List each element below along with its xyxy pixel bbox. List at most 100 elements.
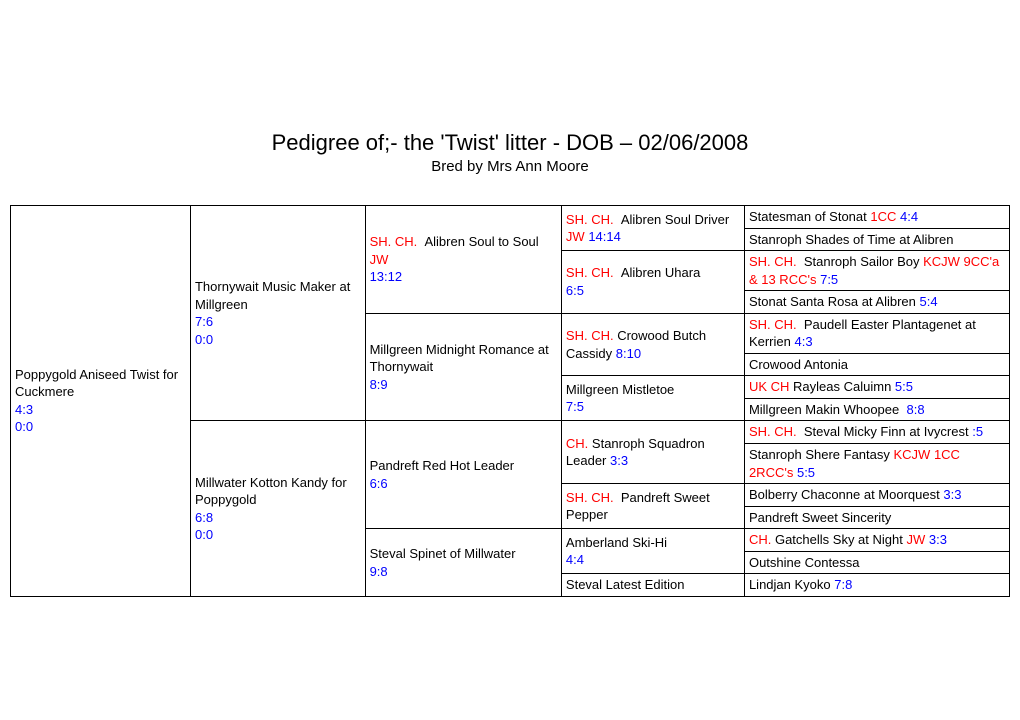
- gen5-cell: SH. CH. Paudell Easter Plantagenet at Ke…: [744, 313, 1009, 353]
- hip-score: 7:5: [820, 272, 838, 287]
- hip-score: 9:8: [370, 564, 388, 579]
- dog-name: Bolberry Chaconne at Moorquest: [749, 487, 940, 502]
- hip-score: 6:5: [566, 283, 584, 298]
- gen5-cell: Statesman of Stonat 1CC 4:4: [744, 206, 1009, 229]
- dog-name: Lindjan Kyoko: [749, 577, 831, 592]
- hip-score: 3:3: [943, 487, 961, 502]
- hip-score: 5:4: [920, 294, 938, 309]
- gen5-cell: Outshine Contessa: [744, 551, 1009, 574]
- hip-score: 0:0: [195, 332, 213, 347]
- gen5-cell: Millgreen Makin Whoopee 8:8: [744, 398, 1009, 421]
- hip-score: 13:12: [370, 269, 403, 284]
- title-suffix: 1CC: [870, 209, 896, 224]
- hip-score: 8:10: [616, 346, 641, 361]
- dog-name: Amberland Ski-Hi: [566, 535, 667, 550]
- gen3-cell: Millgreen Midnight Romance at Thornywait…: [365, 313, 561, 421]
- gen4-cell: Amberland Ski-Hi 4:4: [561, 529, 744, 574]
- dog-name: Rayleas Caluimn: [793, 379, 891, 394]
- gen3-cell: Steval Spinet of Millwater 9:8: [365, 529, 561, 597]
- title-prefix: SH. CH.: [566, 265, 614, 280]
- dog-name: Stonat Santa Rosa at Alibren: [749, 294, 916, 309]
- hip-score: 0:0: [195, 527, 213, 542]
- dog-name: Millgreen Makin Whoopee: [749, 402, 899, 417]
- gen5-cell: Bolberry Chaconne at Moorquest 3:3: [744, 484, 1009, 507]
- dog-name: Crowood Antonia: [749, 357, 848, 372]
- title-prefix: CH.: [566, 436, 588, 451]
- title-suffix: JW: [370, 252, 389, 267]
- gen5-cell: CH. Gatchells Sky at Night JW 3:3: [744, 529, 1009, 552]
- dog-name: Poppygold Aniseed Twist for Cuckmere: [15, 367, 178, 400]
- hip-score: 14:14: [588, 229, 621, 244]
- title-prefix: SH. CH.: [566, 328, 614, 343]
- dog-name: Steval Latest Edition: [566, 577, 685, 592]
- gen1-cell: Poppygold Aniseed Twist for Cuckmere 4:3…: [11, 206, 191, 597]
- page-title: Pedigree of;- the 'Twist' litter - DOB –…: [10, 130, 1010, 156]
- title-prefix: CH.: [749, 532, 771, 547]
- gen5-cell: Stanroph Shades of Time at Alibren: [744, 228, 1009, 251]
- dog-name: Gatchells Sky at Night: [775, 532, 903, 547]
- dog-name: Millwater Kotton Kandy for Poppygold: [195, 475, 347, 508]
- title-prefix: SH. CH.: [749, 317, 797, 332]
- dog-name: Steval Micky Finn at Ivycrest: [804, 424, 969, 439]
- gen5-cell: Crowood Antonia: [744, 353, 1009, 376]
- title-prefix: SH. CH.: [566, 212, 614, 227]
- table-row: Poppygold Aniseed Twist for Cuckmere 4:3…: [11, 206, 1010, 229]
- page-subtitle: Bred by Mrs Ann Moore: [10, 158, 1010, 175]
- hip-score: 4:3: [15, 402, 33, 417]
- hip-score: 4:4: [566, 552, 584, 567]
- hip-score: 4:3: [795, 334, 813, 349]
- hip-score: 4:4: [900, 209, 918, 224]
- gen4-cell: Steval Latest Edition: [561, 574, 744, 597]
- title-suffix: JW: [906, 532, 925, 547]
- hip-score: 5:5: [797, 465, 815, 480]
- pedigree-document: Pedigree of;- the 'Twist' litter - DOB –…: [0, 0, 1020, 617]
- gen4-cell: Millgreen Mistletoe 7:5: [561, 376, 744, 421]
- title-prefix: SH. CH.: [749, 254, 797, 269]
- hip-score: 8:9: [370, 377, 388, 392]
- gen3-cell: SH. CH. Alibren Soul to Soul JW 13:12: [365, 206, 561, 314]
- title-prefix: SH. CH.: [566, 490, 614, 505]
- gen5-cell: SH. CH. Steval Micky Finn at Ivycrest :5: [744, 421, 1009, 444]
- gen5-cell: Stonat Santa Rosa at Alibren 5:4: [744, 291, 1009, 314]
- hip-score: 5:5: [895, 379, 913, 394]
- gen4-cell: SH. CH. Alibren Uhara 6:5: [561, 251, 744, 314]
- title-prefix: UK CH: [749, 379, 789, 394]
- gen4-cell: SH. CH. Crowood Butch Cassidy 8:10: [561, 313, 744, 376]
- dog-name: Millgreen Midnight Romance at Thornywait: [370, 342, 549, 375]
- hip-score: 6:8: [195, 510, 213, 525]
- title-prefix: SH. CH.: [749, 424, 797, 439]
- title-prefix: SH. CH.: [370, 234, 418, 249]
- gen2-cell: Thornywait Music Maker at Millgreen 7:6 …: [190, 206, 365, 421]
- dog-name: Stanroph Sailor Boy: [804, 254, 920, 269]
- dog-name: Thornywait Music Maker at Millgreen: [195, 279, 350, 312]
- gen2-cell: Millwater Kotton Kandy for Poppygold 6:8…: [190, 421, 365, 596]
- gen4-cell: SH. CH. Pandreft Sweet Pepper: [561, 484, 744, 529]
- dog-name: Steval Spinet of Millwater: [370, 546, 516, 561]
- hip-score: 8:8: [906, 402, 924, 417]
- dog-name: Pandreft Sweet Sincerity: [749, 510, 891, 525]
- dog-name: Outshine Contessa: [749, 555, 860, 570]
- hip-score: 7:5: [566, 399, 584, 414]
- title-suffix: JW: [566, 229, 585, 244]
- gen3-cell: Pandreft Red Hot Leader 6:6: [365, 421, 561, 529]
- gen5-cell: Lindjan Kyoko 7:8: [744, 574, 1009, 597]
- gen5-cell: UK CH Rayleas Caluimn 5:5: [744, 376, 1009, 399]
- hip-score: 7:6: [195, 314, 213, 329]
- dog-name: Pandreft Red Hot Leader: [370, 458, 515, 473]
- hip-score: 3:3: [929, 532, 947, 547]
- dog-name: Alibren Uhara: [621, 265, 701, 280]
- hip-score: 7:8: [834, 577, 852, 592]
- hip-score: 0:0: [15, 419, 33, 434]
- dog-name: Alibren Soul Driver: [621, 212, 729, 227]
- gen5-cell: Pandreft Sweet Sincerity: [744, 506, 1009, 529]
- gen4-cell: CH. Stanroph Squadron Leader 3:3: [561, 421, 744, 484]
- dog-name: Stanroph Shades of Time at Alibren: [749, 232, 954, 247]
- gen5-cell: SH. CH. Stanroph Sailor Boy KCJW 9CC'a &…: [744, 251, 1009, 291]
- hip-score: 3:3: [610, 453, 628, 468]
- dog-name: Alibren Soul to Soul: [424, 234, 538, 249]
- gen5-cell: Stanroph Shere Fantasy KCJW 1CC 2RCC's 5…: [744, 444, 1009, 484]
- pedigree-table: Poppygold Aniseed Twist for Cuckmere 4:3…: [10, 205, 1010, 597]
- hip-score: :5: [972, 424, 983, 439]
- dog-name: Stanroph Shere Fantasy: [749, 447, 890, 462]
- dog-name: Millgreen Mistletoe: [566, 382, 674, 397]
